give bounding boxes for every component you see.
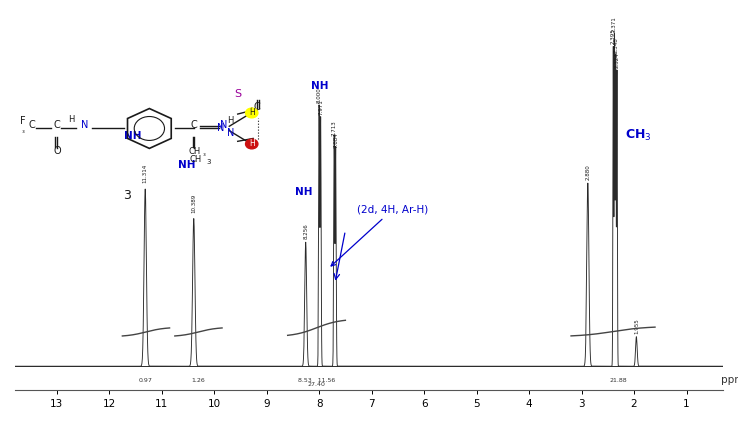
Text: 1.955: 1.955 <box>634 318 639 334</box>
Text: 8.256: 8.256 <box>303 223 308 239</box>
Text: 11.314: 11.314 <box>142 164 148 183</box>
Text: N: N <box>220 120 227 131</box>
Text: NH: NH <box>311 81 328 91</box>
Text: F: F <box>21 116 26 126</box>
Text: 7.971: 7.971 <box>318 99 323 115</box>
Text: 1.26: 1.26 <box>192 378 205 384</box>
Text: 21.88: 21.88 <box>610 378 627 384</box>
Text: H: H <box>68 115 74 124</box>
Text: NH: NH <box>178 160 196 171</box>
Text: 3: 3 <box>206 159 210 165</box>
Text: 0.97: 0.97 <box>139 378 153 384</box>
Text: CH$_3$: CH$_3$ <box>624 128 651 143</box>
Text: N: N <box>81 120 89 131</box>
Circle shape <box>246 139 258 149</box>
Text: NH: NH <box>294 187 312 197</box>
Text: CH: CH <box>190 155 201 164</box>
Text: 7.684: 7.684 <box>334 132 338 148</box>
Text: C: C <box>53 120 61 131</box>
Text: O: O <box>53 146 61 156</box>
Text: N: N <box>217 123 224 133</box>
Text: NH: NH <box>124 131 142 141</box>
Text: ₃: ₃ <box>203 151 205 157</box>
Text: 2.880: 2.880 <box>585 164 590 180</box>
Text: 10.389: 10.389 <box>191 194 196 213</box>
Text: C: C <box>191 120 198 131</box>
Circle shape <box>246 108 258 118</box>
Text: CH: CH <box>188 147 200 156</box>
Text: 7.713: 7.713 <box>331 120 337 136</box>
Text: H: H <box>227 116 234 125</box>
Text: 8.53   11.56: 8.53 11.56 <box>298 378 335 384</box>
Text: (2d, 4H, Ar-H): (2d, 4H, Ar-H) <box>331 205 428 266</box>
Text: 3: 3 <box>123 189 131 202</box>
Text: 8.000: 8.000 <box>317 88 322 103</box>
Text: ppm: ppm <box>720 375 738 385</box>
Text: C: C <box>28 120 35 131</box>
Text: 2.395: 2.395 <box>611 28 615 44</box>
Text: 2.371: 2.371 <box>612 17 617 32</box>
Text: ₃: ₃ <box>22 128 24 134</box>
Text: 2.348: 2.348 <box>613 37 618 53</box>
Text: H: H <box>249 140 255 148</box>
Text: S: S <box>234 89 241 100</box>
Text: C: C <box>254 102 261 113</box>
Text: 27.40: 27.40 <box>308 382 325 387</box>
Text: H: H <box>249 109 255 117</box>
Text: 2.324: 2.324 <box>615 52 619 68</box>
Text: N: N <box>227 128 235 138</box>
